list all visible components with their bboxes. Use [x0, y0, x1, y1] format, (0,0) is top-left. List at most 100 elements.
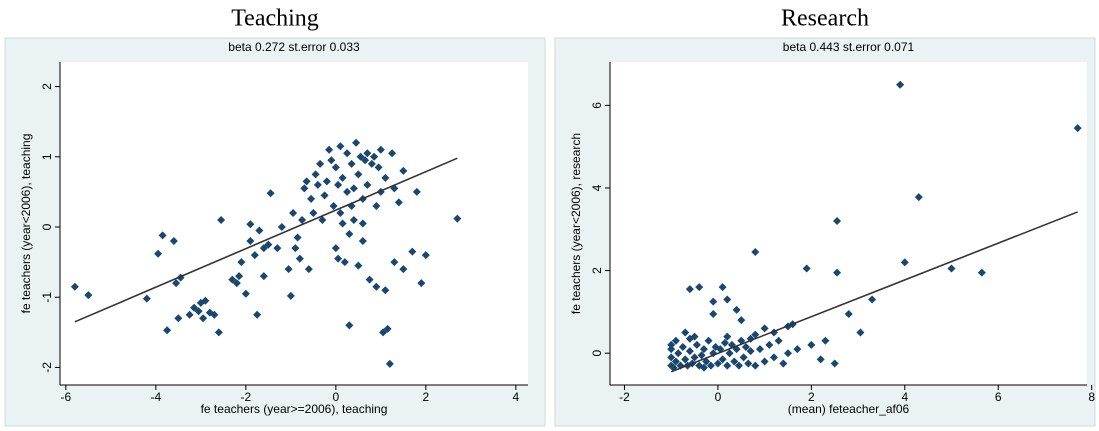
scatter-point	[856, 328, 865, 337]
scatter-point	[671, 357, 680, 366]
scatter-point	[334, 254, 343, 263]
x-axis-label: fe teachers (year>=2006), teaching	[201, 402, 388, 416]
scatter-point	[379, 328, 388, 337]
scatter-point	[316, 159, 325, 168]
scatter-point	[760, 357, 769, 366]
scatter-point	[289, 208, 298, 217]
scatter-point	[868, 295, 877, 304]
fit-line	[670, 211, 1078, 373]
scatter-point	[704, 336, 713, 345]
scatter-point	[690, 353, 699, 362]
x-tick-label: 4	[513, 390, 520, 404]
scatter-point	[713, 359, 722, 368]
scatter-point	[169, 237, 178, 246]
scatter-point	[311, 170, 320, 179]
scatter-point	[363, 180, 372, 189]
y-tick-label: 2	[40, 83, 54, 90]
scatter-point	[84, 291, 93, 300]
scatter-point	[318, 215, 327, 224]
y-tick-label: 0	[590, 350, 604, 357]
scatter-point	[343, 149, 352, 158]
y-tick-label: 4	[590, 184, 604, 191]
scatter-point	[381, 173, 390, 182]
scatter-point	[737, 316, 746, 325]
scatter-point	[376, 145, 385, 154]
scatter-point	[821, 336, 830, 345]
scatter-point	[720, 338, 729, 347]
scatter-point	[295, 254, 304, 263]
scatter-point	[1073, 124, 1082, 133]
scatter-point	[250, 251, 259, 260]
scatter-point	[399, 265, 408, 274]
scatter-point	[977, 268, 986, 277]
y-tick-label: 6	[590, 102, 604, 109]
scatter-point	[816, 355, 825, 364]
scatter-point	[286, 291, 295, 300]
scatter-point	[802, 264, 811, 273]
scatter-point	[345, 321, 354, 330]
x-tick-label: 8	[1088, 390, 1095, 404]
scatter-point	[685, 285, 694, 294]
panel-title: Research	[781, 6, 869, 32]
scatter-point	[352, 138, 361, 147]
scatter-point	[699, 363, 708, 372]
scatter-point	[241, 289, 250, 298]
scatter-point	[725, 349, 734, 358]
scatter-point	[370, 152, 379, 161]
y-axis-label: fe teachers (year<2006), research	[569, 133, 583, 314]
scatter-point	[678, 343, 687, 351]
scatter-point	[320, 191, 329, 200]
scatter-point	[709, 297, 718, 306]
scatter-point	[201, 296, 210, 305]
x-tick-label: 6	[995, 390, 1002, 404]
scatter-point	[914, 193, 923, 202]
x-tick-label: 2	[808, 390, 815, 404]
x-tick-label: 4	[901, 390, 908, 404]
scatter-point	[172, 279, 181, 288]
plot-region	[610, 62, 1087, 385]
scatter-point	[769, 353, 778, 362]
scatter-point	[695, 283, 704, 292]
scatter-point	[354, 261, 363, 270]
scatter-point	[793, 345, 802, 354]
scatter-point	[739, 353, 748, 362]
scatter-point	[331, 163, 340, 172]
scatter-point	[367, 159, 376, 168]
scatter-point	[723, 295, 732, 304]
scatter-point	[774, 336, 783, 345]
scatter-point	[232, 279, 241, 288]
scatter-point	[340, 258, 349, 267]
scatter-point	[751, 330, 760, 339]
scatter-point	[692, 340, 701, 349]
scatter-point	[331, 244, 340, 253]
scatter-point	[363, 149, 372, 158]
scatter-point	[70, 282, 79, 291]
scatter-point	[246, 220, 255, 229]
y-axis-label: fe teachers (year<2006), teaching	[19, 134, 33, 314]
scatter-point	[699, 345, 708, 354]
scatter-point	[896, 80, 905, 89]
scatter-point	[381, 286, 390, 295]
scatter-point	[284, 265, 293, 274]
scatter-point	[723, 361, 732, 370]
scatter-point	[302, 177, 311, 186]
scatter-point	[338, 173, 347, 182]
scatter-point	[304, 265, 313, 274]
scatter-point	[307, 194, 316, 203]
scatter-point	[327, 156, 336, 165]
scatter-point	[246, 237, 255, 246]
scatter-point	[374, 163, 383, 172]
scatter-point	[685, 334, 694, 343]
scatter-point	[718, 283, 727, 292]
x-axis-label: (mean) feteacher_af06	[788, 402, 910, 416]
scatter-point	[190, 303, 199, 312]
scatter-point	[199, 314, 208, 323]
scatter-point	[685, 347, 694, 356]
scatter-point	[779, 359, 788, 368]
scatter-point	[336, 142, 345, 151]
fit-line	[74, 157, 458, 323]
scatter-point	[264, 240, 273, 249]
scatter-point	[706, 361, 715, 370]
scatter-point	[163, 326, 172, 335]
